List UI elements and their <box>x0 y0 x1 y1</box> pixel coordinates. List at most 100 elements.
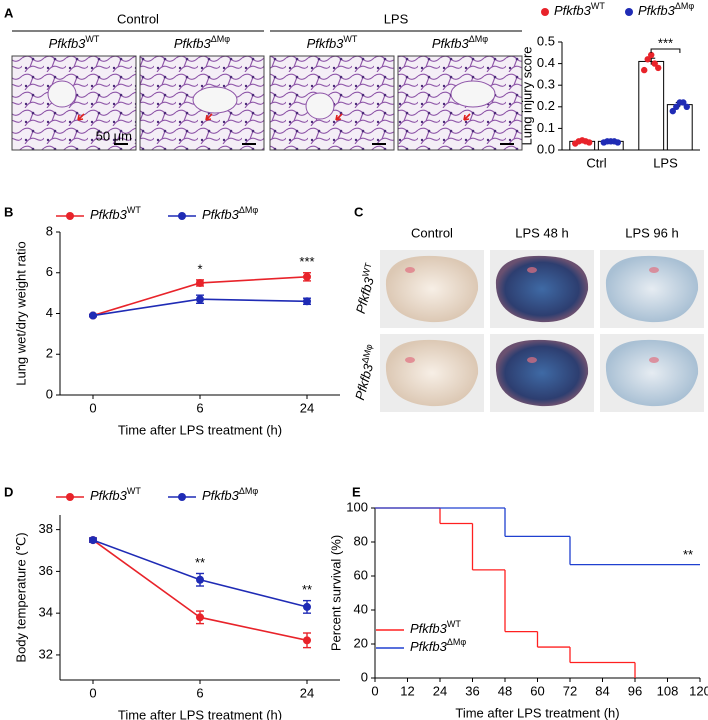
y-tick-label: 34 <box>39 605 53 620</box>
legend-label: Pfkfb3WT <box>410 619 461 636</box>
column-label: LPS 96 h <box>625 225 679 240</box>
significance-label: * <box>197 261 202 276</box>
x-tick-label: 84 <box>595 683 609 698</box>
marker <box>196 278 204 287</box>
legend-label-superscript: ΔMφ <box>447 637 467 647</box>
y-tick-label: 0 <box>46 386 53 401</box>
marker <box>303 636 311 645</box>
x-tick-label: 0 <box>371 683 378 698</box>
significance-bracket <box>650 48 681 53</box>
x-tick-label: 108 <box>657 683 679 698</box>
legend-label-name: Pfkfb3 <box>410 639 448 654</box>
lung-lobe <box>605 255 699 323</box>
data-point <box>683 103 690 111</box>
arrow <box>463 113 471 121</box>
x-tick-label: 24 <box>433 683 447 698</box>
legend-label-superscript: WT <box>127 486 141 496</box>
y-tick-label: 32 <box>39 646 53 661</box>
x-tick-label: 0 <box>89 400 96 415</box>
marker <box>303 602 311 611</box>
panel-label: E <box>352 484 361 499</box>
row-label-name: Pfkfb3 <box>352 362 376 402</box>
legend-label-superscript: WT <box>127 205 141 215</box>
legend-label-name: Pfkfb3 <box>638 3 676 18</box>
row-label: Pfkfb3ΔMφ <box>350 343 381 402</box>
legend-marker <box>541 8 549 16</box>
y-tick-label: 80 <box>354 533 368 548</box>
image-label-superscript: ΔMφ <box>469 34 489 44</box>
y-tick-label: 0 <box>361 669 368 684</box>
legend-label-name: Pfkfb3 <box>90 488 128 503</box>
image-label-name: Pfkfb3 <box>432 36 470 51</box>
legend-marker <box>66 493 74 501</box>
legend-marker <box>178 212 186 220</box>
scale-bar-label: 50 μm <box>96 128 132 143</box>
x-axis-label: Time after LPS treatment (h) <box>118 707 282 720</box>
significance-label: ** <box>683 547 693 562</box>
column-label: LPS 48 h <box>515 225 569 240</box>
bar <box>638 60 665 151</box>
x-tick-label: 120 <box>689 683 708 698</box>
legend-label: Pfkfb3ΔMφ <box>202 486 258 503</box>
image-label: Pfkfb3ΔMφ <box>432 34 488 51</box>
group-label: Control <box>117 11 159 26</box>
y-tick-label: 0.1 <box>537 120 555 135</box>
alveolus <box>305 92 335 120</box>
significance-label: ** <box>302 582 312 597</box>
y-tick-label: 100 <box>346 499 368 514</box>
row-label: Pfkfb3WT <box>351 261 381 315</box>
legend-label-name: Pfkfb3 <box>554 3 592 18</box>
lung-lobe <box>495 255 589 323</box>
y-tick-label: 6 <box>46 264 53 279</box>
image-label: Pfkfb3WT <box>307 34 358 51</box>
legend-label-superscript: ΔMφ <box>239 205 259 215</box>
y-tick-label: 40 <box>354 601 368 616</box>
marker <box>303 272 311 281</box>
legend-label: Pfkfb3WT <box>90 205 141 222</box>
y-axis-label: Lung injury score <box>519 47 534 146</box>
legend-label: Pfkfb3ΔMφ <box>202 205 258 222</box>
data-point <box>655 64 662 72</box>
legend-label-superscript: ΔMφ <box>239 486 259 496</box>
y-tick-label: 8 <box>46 223 53 238</box>
panel-label: C <box>354 204 364 219</box>
y-axis-label: Percent survival (%) <box>328 535 343 651</box>
y-axis-label: Lung wet/dry weight ratio <box>13 241 28 386</box>
x-tick-label: 6 <box>196 685 203 700</box>
alveolus <box>450 80 496 108</box>
panel-label: D <box>4 484 13 499</box>
panel-label: A <box>4 5 14 20</box>
data-point <box>680 99 687 106</box>
data-point <box>641 66 648 74</box>
x-axis-label: Time after LPS treatment (h) <box>118 422 282 437</box>
legend-label-name: Pfkfb3 <box>410 621 448 636</box>
image-label-superscript: WT <box>85 34 99 44</box>
data-point <box>648 51 655 59</box>
column-label: Control <box>411 225 453 240</box>
x-tick-label: 72 <box>563 683 577 698</box>
y-tick-label: 38 <box>39 521 53 536</box>
y-tick-label: 60 <box>354 567 368 582</box>
legend-label-name: Pfkfb3 <box>90 207 128 222</box>
marker <box>89 536 97 545</box>
y-tick-label: 20 <box>354 635 368 650</box>
arrow <box>205 113 213 121</box>
legend-marker <box>66 212 74 220</box>
legend-label-superscript: WT <box>591 1 605 11</box>
legend-label-name: Pfkfb3 <box>202 207 240 222</box>
hemorrhage <box>527 357 537 363</box>
x-tick-label: 96 <box>628 683 642 698</box>
legend-label-superscript: WT <box>447 619 461 629</box>
legend-label: Pfkfb3ΔMφ <box>638 1 694 18</box>
x-tick-label: 60 <box>530 683 544 698</box>
panel-label: B <box>4 204 13 219</box>
row-label-name: Pfkfb3 <box>353 275 377 315</box>
lung-lobe <box>605 339 699 407</box>
data-point <box>586 139 593 146</box>
y-axis-label: Body temperature (℃) <box>13 532 28 662</box>
hemorrhage <box>649 267 659 273</box>
x-tick-label: 48 <box>498 683 512 698</box>
row-label-superscript: ΔMφ <box>360 343 375 364</box>
x-tick-label: Ctrl <box>586 155 606 170</box>
legend-label: Pfkfb3WT <box>90 486 141 503</box>
